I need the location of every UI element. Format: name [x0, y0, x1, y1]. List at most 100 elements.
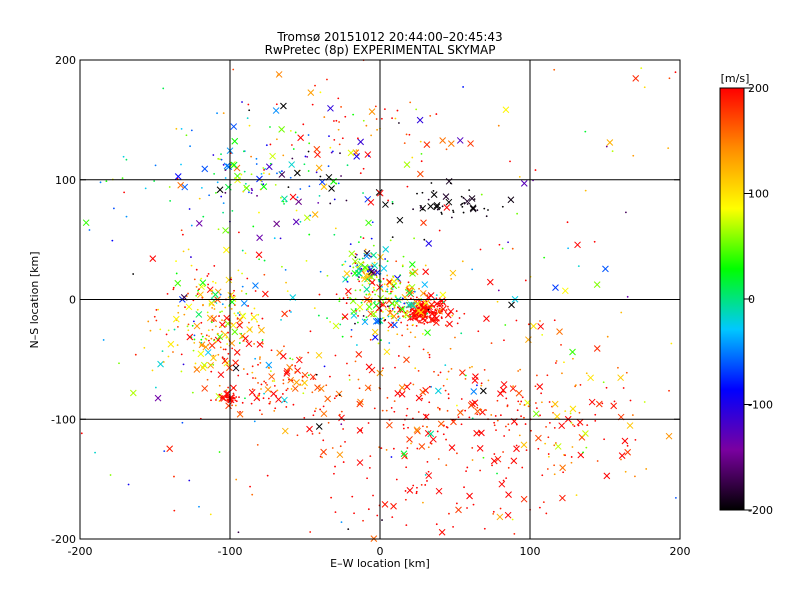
dot-point [512, 385, 515, 388]
dot-point [416, 486, 418, 489]
cross-point [434, 387, 442, 395]
dot-point [340, 423, 343, 426]
dot-point [327, 165, 330, 168]
dot-point [471, 268, 474, 271]
dot-point [188, 479, 191, 482]
cross-point [407, 301, 415, 309]
dot-point [424, 484, 427, 486]
cross-point [363, 250, 371, 257]
cross-stroke [372, 317, 380, 325]
cross-point [377, 295, 384, 302]
dot-point [231, 347, 234, 350]
cross-stroke [270, 390, 277, 398]
cross-stroke [177, 181, 185, 189]
dot-point [427, 198, 430, 201]
dot-point [248, 124, 251, 127]
cross-point [537, 323, 545, 330]
dot-point [387, 315, 390, 318]
dot-point [365, 316, 368, 319]
cross-point [231, 328, 239, 336]
dot-point [202, 304, 204, 307]
cross-stroke [446, 320, 453, 328]
dot-point [231, 404, 233, 407]
cross-point [236, 321, 243, 329]
cross-stroke [258, 326, 265, 334]
cross-stroke [469, 204, 477, 212]
dot-point [429, 442, 432, 444]
dot-point [217, 353, 220, 356]
dot-point [388, 310, 391, 313]
cross-point [243, 184, 250, 192]
dot-point [331, 447, 334, 449]
cross-point [430, 316, 437, 324]
cross-stroke [186, 333, 194, 341]
dot-point [294, 131, 297, 134]
dot-point [356, 137, 359, 140]
dot-point [206, 378, 209, 381]
dot-point [238, 396, 240, 399]
cross-point [201, 385, 209, 392]
cross-stroke [480, 387, 487, 395]
cross-point [425, 240, 433, 247]
dot-point [323, 365, 326, 368]
dot-point [493, 453, 496, 455]
dot-point [415, 296, 418, 299]
dot-point [515, 423, 518, 426]
dot-point [373, 407, 376, 410]
cross-point [553, 413, 561, 420]
cross-point [233, 349, 241, 356]
dot-point [425, 426, 428, 428]
cross-point [509, 385, 517, 392]
dot-point [228, 318, 230, 320]
cross-point [428, 316, 436, 324]
cross-point [283, 369, 291, 377]
dot-point [198, 288, 200, 291]
dot-point [585, 446, 588, 449]
dot-point [325, 384, 328, 387]
cross-stroke [264, 386, 272, 393]
dot-point [187, 329, 190, 332]
cross-point [230, 123, 238, 130]
cross-stroke [405, 287, 413, 294]
cross-stroke [185, 303, 193, 311]
cross-stroke [351, 258, 359, 265]
dot-point [188, 208, 191, 210]
cross-point [371, 328, 379, 336]
cross-stroke [157, 360, 164, 368]
dot-point [403, 302, 406, 305]
cross-point [428, 301, 435, 308]
cross-point [157, 360, 164, 368]
cross-point [391, 321, 398, 329]
dot-point [564, 410, 567, 413]
dot-point [242, 190, 245, 193]
cross-point [288, 161, 296, 168]
dot-point [251, 371, 254, 374]
cross-stroke [356, 459, 364, 466]
cross-point [447, 140, 455, 147]
dot-point [350, 272, 353, 275]
cross-point [367, 198, 375, 206]
cross-stroke [199, 364, 207, 372]
cross-stroke [439, 291, 447, 299]
dot-point [507, 241, 509, 244]
dot-point [125, 215, 128, 218]
dot-point [535, 407, 538, 410]
cross-stroke [195, 311, 203, 318]
dot-point [460, 423, 463, 426]
dot-point [572, 357, 574, 360]
dot-point [394, 117, 397, 120]
cross-point [486, 278, 494, 286]
cross-point [665, 432, 673, 440]
dot-point [215, 399, 217, 401]
dot-point [366, 477, 368, 480]
dot-point [365, 124, 368, 127]
cross-point [403, 161, 411, 169]
dot-point [457, 416, 460, 419]
dot-point [217, 228, 220, 231]
dot-point [227, 352, 230, 355]
dot-point [456, 322, 459, 325]
cross-point [255, 251, 263, 259]
cross-point [193, 366, 201, 373]
dot-point [450, 367, 453, 370]
cross-stroke [610, 402, 618, 410]
